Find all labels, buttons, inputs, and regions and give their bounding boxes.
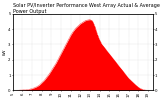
Text: Solar PV/Inverter Performance West Array Actual & Average Power Output: Solar PV/Inverter Performance West Array…: [13, 3, 160, 14]
Y-axis label: kW: kW: [3, 49, 7, 55]
